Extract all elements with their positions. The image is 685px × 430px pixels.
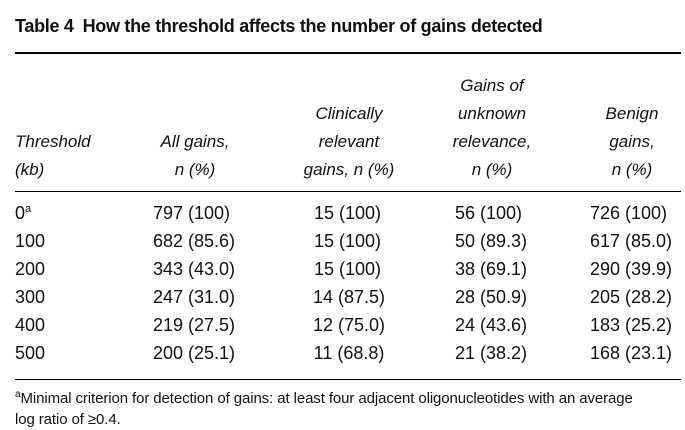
- table-header: Threshold (kb) All gains, n (%) Clinical…: [15, 62, 681, 192]
- footnote-line-2: log ratio of ≥0.4.: [15, 411, 121, 428]
- table-title: Table 4 How the threshold affects the num…: [15, 0, 681, 37]
- cell-clinically-relevant: 15 (100): [314, 231, 382, 251]
- title-rule: [15, 52, 681, 54]
- cell-threshold: 200: [15, 259, 46, 279]
- cell-benign: 205 (28.2): [590, 287, 673, 307]
- footnote-line-1: aMinimal criterion for detection of gain…: [15, 389, 633, 408]
- cell-all-gains: 200 (25.1): [153, 343, 236, 363]
- col-header-threshold: Threshold (kb): [15, 132, 91, 179]
- cell-unknown-relevance: 56 (100): [455, 203, 523, 223]
- cell-all-gains: 219 (27.5): [153, 315, 236, 335]
- cell-threshold: 400: [15, 315, 46, 335]
- cell-all-gains: 797 (100): [153, 203, 231, 223]
- cell-benign: 617 (85.0): [590, 231, 673, 251]
- table-row: 200 343 (43.0) 15 (100) 38 (69.1) 290 (3…: [15, 255, 681, 283]
- cell-all-gains: 247 (31.0): [153, 287, 236, 307]
- cell-clinically-relevant: 15 (100): [314, 203, 382, 223]
- cell-unknown-relevance: 24 (43.6): [455, 315, 528, 335]
- cell-unknown-relevance: 28 (50.9): [455, 287, 528, 307]
- table-row: 0a 797 (100) 15 (100) 56 (100) 726 (100): [15, 192, 681, 228]
- col-header-unknown-relevance: Gains of unknown relevance, n (%): [452, 76, 532, 179]
- cell-threshold: 300: [15, 287, 46, 307]
- col-header-benign: Benign gains, n (%): [605, 104, 659, 179]
- cell-unknown-relevance: 21 (38.2): [455, 343, 528, 363]
- cell-clinically-relevant: 12 (75.0): [312, 315, 386, 335]
- cell-threshold: 0a: [15, 203, 32, 223]
- cell-clinically-relevant: 15 (100): [314, 259, 382, 279]
- cell-benign: 183 (25.2): [590, 315, 673, 335]
- table-row: 300 247 (31.0) 14 (87.5) 28 (50.9) 205 (…: [15, 283, 681, 311]
- cell-unknown-relevance: 38 (69.1): [455, 259, 528, 279]
- cell-all-gains: 682 (85.6): [153, 231, 236, 251]
- col-header-clinically-relevant: Clinically relevant gains, n (%): [303, 104, 395, 179]
- col-header-all-gains: All gains, n (%): [160, 132, 230, 179]
- cell-clinically-relevant: 11 (68.8): [313, 343, 385, 363]
- footnote-marker: a: [15, 389, 21, 400]
- cell-threshold: 500: [15, 343, 46, 363]
- cell-benign: 168 (23.1): [590, 343, 673, 363]
- table-body: 0a 797 (100) 15 (100) 56 (100) 726 (100)…: [15, 192, 681, 380]
- cell-benign: 290 (39.9): [590, 259, 673, 279]
- cell-threshold: 100: [15, 231, 46, 251]
- cell-unknown-relevance: 50 (89.3): [455, 231, 528, 251]
- cell-benign: 726 (100): [590, 203, 668, 223]
- cell-clinically-relevant: 14 (87.5): [312, 287, 386, 307]
- table-number-label: Table 4: [15, 16, 74, 36]
- table-row: 400 219 (27.5) 12 (75.0) 24 (43.6) 183 (…: [15, 311, 681, 339]
- cell-all-gains: 343 (43.0): [153, 259, 236, 279]
- gains-threshold-table: Threshold (kb) All gains, n (%) Clinical…: [15, 62, 681, 380]
- footnote-marker-superscript: a: [25, 203, 32, 215]
- table-row: 500 200 (25.1) 11 (68.8) 21 (38.2) 168 (…: [15, 339, 681, 380]
- table-title-text: How the threshold affects the number of …: [82, 16, 543, 36]
- table-row: 100 682 (85.6) 15 (100) 50 (89.3) 617 (8…: [15, 227, 681, 255]
